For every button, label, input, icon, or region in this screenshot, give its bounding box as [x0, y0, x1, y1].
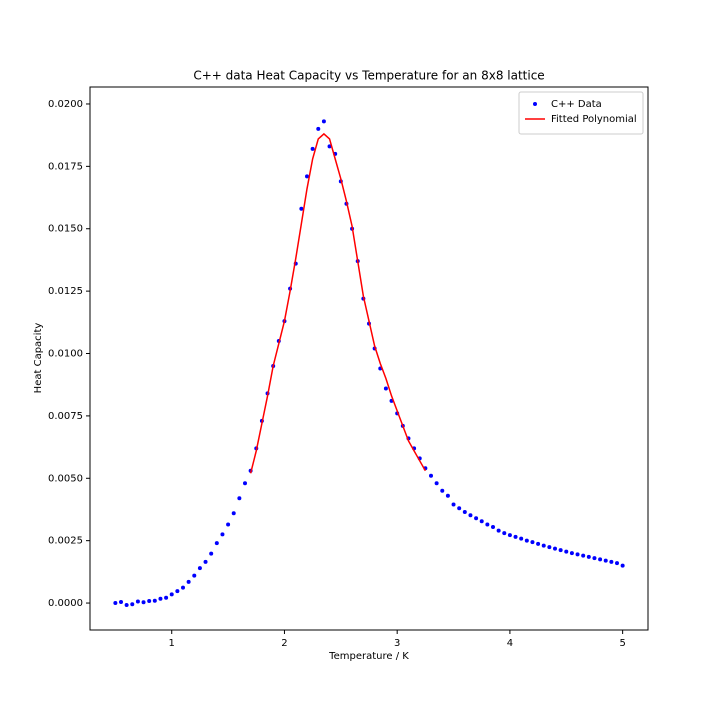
data-point	[135, 599, 140, 604]
data-point	[209, 551, 214, 556]
data-point	[558, 548, 563, 553]
data-point	[575, 552, 580, 557]
data-point	[603, 558, 608, 563]
data-point	[496, 528, 501, 533]
data-point	[130, 602, 135, 607]
data-point	[586, 554, 591, 559]
data-point	[513, 534, 518, 539]
data-point	[502, 531, 507, 536]
data-point	[569, 551, 574, 556]
data-point	[615, 561, 619, 566]
y-axis-label: Heat Capacity	[33, 323, 44, 394]
data-point	[524, 538, 529, 543]
data-point	[243, 481, 247, 486]
x-tick-label: 3	[394, 638, 400, 649]
data-point	[445, 493, 450, 498]
data-point	[305, 174, 309, 179]
data-point	[231, 511, 236, 516]
data-point	[479, 519, 484, 524]
data-point	[299, 206, 304, 211]
data-point	[124, 603, 129, 608]
data-point	[530, 540, 535, 545]
legend-box	[518, 91, 644, 135]
data-point	[147, 599, 152, 604]
data-point	[164, 595, 169, 600]
data-point	[462, 509, 467, 514]
data-point	[226, 522, 231, 527]
data-point	[468, 513, 473, 518]
data-point	[592, 556, 597, 561]
data-point	[237, 496, 242, 501]
y-tick-label: 0.0050	[48, 473, 83, 484]
data-point	[383, 386, 388, 391]
data-point	[564, 549, 569, 554]
data-point	[553, 546, 557, 551]
legend-swatch	[533, 102, 537, 106]
legend-label: C++ Data	[551, 99, 602, 110]
data-point	[316, 126, 321, 131]
data-point	[620, 563, 625, 568]
data-point	[485, 522, 490, 527]
data-point	[310, 146, 315, 151]
data-point	[609, 559, 614, 564]
data-point	[186, 579, 191, 584]
x-axis-label: Temperature / K	[328, 651, 409, 662]
x-tick-label: 4	[507, 638, 513, 649]
y-tick-label: 0.0100	[48, 349, 83, 360]
data-point	[152, 598, 157, 603]
fitted-line	[249, 132, 427, 474]
x-tick-label: 2	[281, 638, 287, 649]
data-point	[119, 600, 123, 605]
y-tick-label: 0.0075	[48, 411, 83, 422]
data-point	[598, 557, 603, 562]
data-point	[192, 573, 197, 578]
y-tick-label: 0.0000	[48, 598, 83, 609]
legend-label: Fitted Polynomial	[551, 114, 637, 125]
data-point	[220, 532, 225, 537]
data-point	[434, 481, 439, 486]
data-point	[507, 533, 512, 538]
data-point	[175, 589, 180, 594]
data-point	[197, 566, 202, 571]
data-point	[181, 585, 185, 590]
data-point	[457, 506, 462, 511]
data-point	[141, 600, 146, 605]
data-point	[169, 592, 174, 597]
data-point	[474, 516, 479, 521]
data-point	[491, 524, 495, 529]
y-tick-label: 0.0025	[48, 536, 83, 547]
y-tick-label: 0.0175	[48, 161, 83, 172]
y-tick-label: 0.0200	[48, 99, 83, 110]
data-point	[321, 119, 326, 124]
y-tick-label: 0.0125	[48, 286, 83, 297]
plot-frame	[89, 86, 649, 631]
data-point	[429, 473, 433, 478]
data-point	[327, 144, 332, 149]
data-point	[519, 536, 524, 541]
data-point	[581, 553, 586, 558]
data-point	[113, 601, 118, 606]
data-point	[451, 502, 456, 507]
data-point	[541, 543, 546, 548]
data-point	[547, 545, 552, 550]
data-point	[536, 541, 541, 546]
data-point	[440, 488, 445, 493]
data-point	[158, 596, 163, 601]
data-point	[203, 559, 208, 564]
x-tick-label: 1	[169, 638, 175, 649]
x-tick-label: 5	[619, 638, 625, 649]
chart-title: C++ data Heat Capacity vs Temperature fo…	[193, 69, 544, 83]
data-point	[214, 541, 219, 546]
y-tick-label: 0.0150	[48, 224, 83, 235]
